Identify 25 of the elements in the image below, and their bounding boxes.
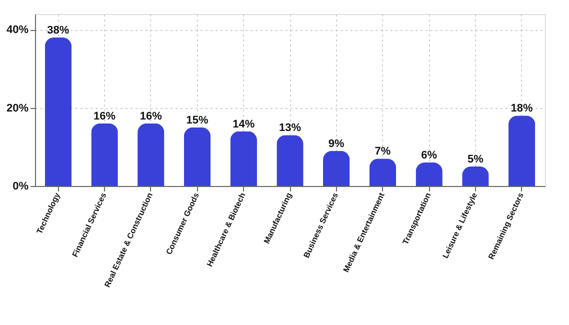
data-label: 13%	[278, 122, 302, 134]
y-tick-label: 0%	[12, 180, 29, 192]
bar	[416, 162, 442, 186]
data-label: 15%	[186, 114, 208, 126]
data-label: 7%	[374, 146, 391, 158]
data-label: 16%	[94, 110, 116, 122]
data-label: 16%	[140, 110, 162, 122]
y-tick-label: 40%	[6, 24, 29, 36]
bar	[462, 166, 489, 186]
data-label: 9%	[328, 138, 345, 150]
data-label: 5%	[468, 153, 484, 166]
data-label: 14%	[232, 118, 255, 130]
data-label: 38%	[47, 24, 70, 36]
bar	[44, 37, 72, 186]
bar	[323, 150, 350, 186]
data-label: 18%	[510, 102, 534, 115]
bar	[508, 116, 536, 186]
bar	[91, 123, 118, 186]
data-label: 6%	[421, 150, 438, 162]
bar	[369, 158, 396, 186]
bar	[184, 127, 211, 186]
bar	[230, 131, 257, 186]
y-tick-label: 20%	[6, 102, 29, 114]
bar	[138, 123, 164, 186]
bar	[276, 135, 304, 186]
